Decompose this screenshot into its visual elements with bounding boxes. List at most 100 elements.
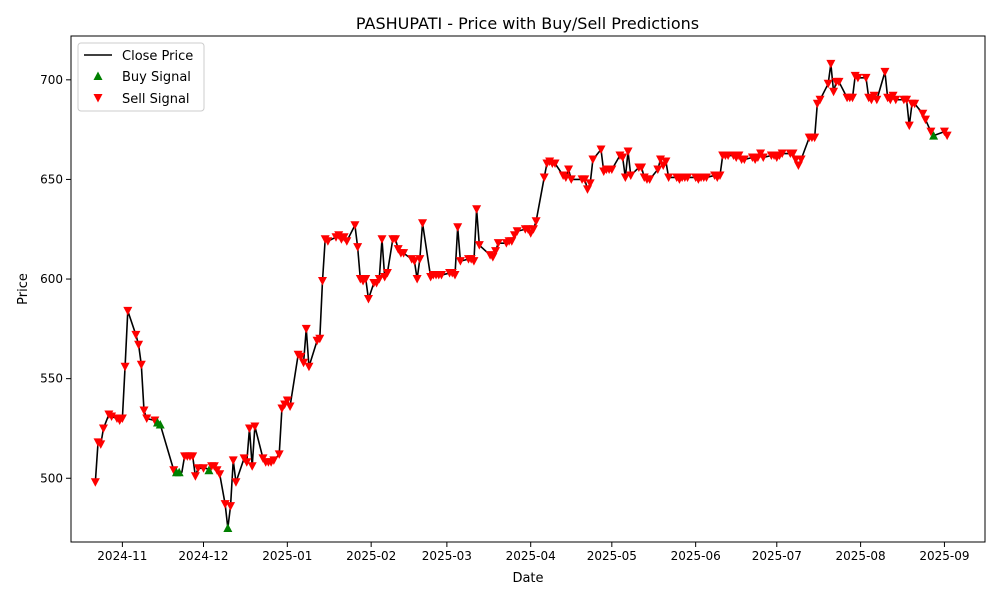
sell-signal-marker xyxy=(226,502,236,511)
sell-signal-marker xyxy=(758,153,768,163)
sell-signal-marker xyxy=(418,219,428,228)
plot-frame xyxy=(70,35,986,543)
buy-signal-marker xyxy=(155,419,165,429)
sell-signal-marker xyxy=(188,452,198,461)
sell-signal-marker xyxy=(588,155,598,165)
sell-signal-marker xyxy=(853,73,863,83)
sell-signal-marker xyxy=(285,402,295,412)
sell-signal-marker xyxy=(134,340,144,350)
sell-signal-marker xyxy=(902,95,912,105)
sell-signal-marker xyxy=(474,241,484,250)
sell-signal-marker xyxy=(683,173,693,182)
sell-signal-marker xyxy=(788,149,798,159)
sell-signal-marker xyxy=(564,165,574,174)
sell-signal-marker xyxy=(353,243,363,252)
sell-signal-marker xyxy=(623,147,633,157)
buy-signal-marker xyxy=(174,467,184,477)
sell-signal-marker xyxy=(512,227,522,236)
sell-signal-marker xyxy=(455,257,465,266)
sell-signal-marker xyxy=(607,165,617,174)
sell-signal-marker xyxy=(664,173,674,182)
sell-signal-marker xyxy=(150,416,160,425)
x-tick-label: 2025-04 xyxy=(506,549,556,563)
sell-signal-markers xyxy=(90,59,952,511)
sell-signal-marker xyxy=(539,173,549,182)
y-tick-label: 700 xyxy=(40,73,63,87)
sell-signal-marker xyxy=(921,115,931,125)
x-tick-label: 2024-12 xyxy=(178,549,228,563)
sell-signal-marker xyxy=(739,155,749,165)
sell-signal-marker xyxy=(942,131,952,141)
legend: Close Price Buy Signal Sell Signal xyxy=(77,42,205,112)
sell-signal-marker xyxy=(585,179,595,188)
sell-signal-marker xyxy=(580,175,590,184)
sell-signal-marker xyxy=(231,478,241,487)
sell-signal-marker xyxy=(793,161,803,170)
sell-signal-marker xyxy=(507,237,517,246)
sell-signal-marker xyxy=(926,127,936,137)
sell-signal-marker xyxy=(169,466,179,475)
sell-signal-marker xyxy=(453,223,463,232)
chart-title: PASHUPATI - Price with Buy/Sell Predicti… xyxy=(356,14,699,33)
legend-label-buy-signal: Buy Signal xyxy=(122,70,191,85)
buy-signal-marker xyxy=(929,131,939,140)
x-tick-label: 2025-05 xyxy=(587,549,637,563)
sell-signal-marker xyxy=(274,450,284,459)
x-tick-label: 2025-08 xyxy=(836,549,886,563)
sell-signal-marker xyxy=(282,396,292,406)
sell-signal-marker xyxy=(566,175,576,184)
sell-signal-marker xyxy=(269,456,279,465)
sell-signal-marker xyxy=(228,456,238,465)
sell-signal-marker xyxy=(412,275,422,284)
sell-signal-marker xyxy=(645,175,655,184)
sell-signal-marker xyxy=(472,205,482,214)
x-tick-label: 2024-11 xyxy=(97,549,147,563)
sell-signal-marker xyxy=(342,237,352,246)
sell-signal-marker xyxy=(299,358,309,368)
buy-signal-marker xyxy=(204,465,214,475)
sell-signal-marker xyxy=(296,352,306,362)
sell-signal-marker xyxy=(637,163,647,172)
sell-signal-marker xyxy=(796,155,806,165)
x-tick-label: 2025-01 xyxy=(262,549,312,563)
sell-signal-marker xyxy=(117,414,127,423)
sell-signal-marker xyxy=(317,277,327,286)
sell-signal-marker xyxy=(415,255,425,264)
sell-signal-marker xyxy=(872,95,882,105)
legend-entry-buy-signal: Buy Signal xyxy=(93,70,191,85)
sell-signal-marker xyxy=(469,257,479,266)
sell-signal-marker xyxy=(620,173,630,182)
sell-signal-marker xyxy=(493,239,503,248)
sell-signal-marker xyxy=(382,269,392,278)
sell-signal-marker xyxy=(715,171,725,180)
sell-signal-marker xyxy=(242,458,252,467)
sell-signal-marker xyxy=(491,247,501,256)
sell-signal-marker xyxy=(823,79,833,89)
sell-signal-marker xyxy=(528,225,538,234)
sell-signal-marker xyxy=(826,59,836,69)
sell-signal-marker xyxy=(834,77,844,87)
sell-signal-marker xyxy=(120,362,130,372)
sell-signal-marker xyxy=(777,149,787,159)
sell-signal-marker xyxy=(550,159,560,168)
sell-signal-marker xyxy=(215,470,225,479)
sell-signal-marker xyxy=(910,99,920,109)
sell-signal-marker xyxy=(618,153,628,163)
x-axis-label: Date xyxy=(512,571,543,586)
sell-signal-marker xyxy=(98,424,108,433)
sell-signal-marker xyxy=(391,235,400,244)
sell-signal-marker xyxy=(377,235,387,244)
legend-buy-triangle-icon xyxy=(93,71,103,80)
sell-signal-marker xyxy=(244,424,254,433)
sell-signal-marker xyxy=(363,294,373,304)
x-tick-label: 2025-06 xyxy=(671,549,721,563)
buy-signal-markers xyxy=(153,131,939,533)
sell-signal-marker xyxy=(315,334,325,344)
legend-label-close-price: Close Price xyxy=(122,49,193,64)
sell-signal-marker xyxy=(142,414,152,423)
sell-signal-marker xyxy=(247,462,257,471)
sell-signal-marker xyxy=(323,237,333,246)
x-tick-label: 2025-02 xyxy=(346,549,396,563)
sell-signal-marker xyxy=(661,157,671,166)
